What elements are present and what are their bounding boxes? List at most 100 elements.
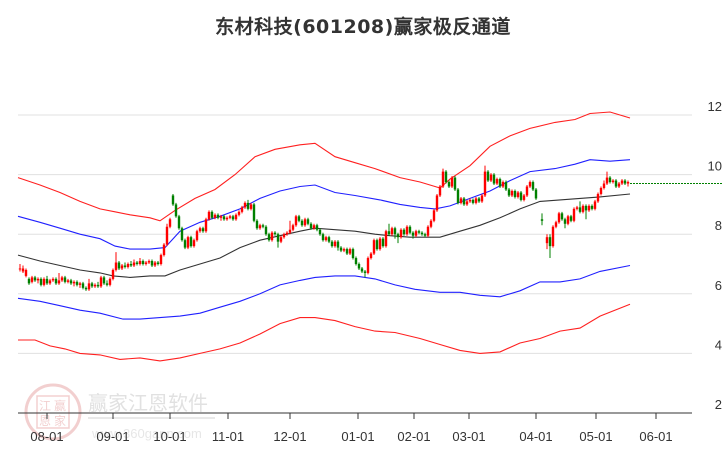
candle: [240, 207, 244, 212]
candle: [99, 277, 103, 287]
candle: [105, 283, 109, 285]
grid-lines: [18, 114, 692, 354]
candle: [117, 262, 121, 269]
candle: [147, 261, 151, 263]
candle: [321, 234, 325, 241]
candle: [120, 265, 124, 269]
candle: [153, 262, 157, 266]
candle: [525, 186, 529, 196]
candle: [177, 216, 181, 229]
x-tick-label: 08-01: [30, 429, 63, 444]
candle: [557, 213, 561, 223]
candle: [602, 183, 606, 189]
candle: [402, 229, 406, 235]
candle: [264, 226, 268, 235]
candle: [126, 264, 130, 267]
candle: [342, 249, 346, 251]
inner_upper-line: [17, 159, 631, 250]
candle: [548, 237, 552, 247]
x-tick-label: 12-01: [273, 429, 306, 444]
candle: [444, 171, 448, 183]
candle: [357, 264, 361, 269]
candle: [108, 278, 112, 285]
candle: [249, 204, 253, 209]
candle: [183, 240, 187, 248]
candle: [432, 210, 436, 221]
outer_upper-line: [17, 111, 631, 222]
candle: [501, 182, 505, 187]
x-axis: 08-01 09-01 10-01 11-01 12-01 01-01 02-01 03-01…: [18, 412, 692, 444]
candle: [168, 219, 172, 227]
candle: [471, 199, 475, 203]
candle: [252, 204, 256, 221]
candle: [420, 232, 424, 235]
candle: [378, 238, 382, 250]
candle: [578, 207, 582, 212]
candle: [426, 226, 430, 236]
outer_lower-line: [18, 303, 631, 362]
candle: [87, 283, 91, 290]
candle: [417, 231, 421, 233]
candle: [507, 189, 511, 196]
candle: [492, 174, 496, 184]
candle: [545, 237, 549, 244]
candle: [384, 231, 388, 247]
candle: [129, 264, 133, 266]
candle: [339, 247, 343, 251]
candle: [255, 220, 259, 229]
candle: [27, 278, 31, 284]
channel-bands: [17, 111, 631, 362]
candle: [171, 195, 175, 205]
candle: [222, 216, 226, 220]
y-tick-label: 6: [715, 278, 722, 293]
x-tick-label: 10-01: [153, 429, 186, 444]
candle: [336, 241, 340, 248]
candle: [510, 190, 514, 196]
candle: [231, 216, 235, 220]
candle: [345, 249, 349, 254]
candle: [294, 216, 298, 226]
candle: [42, 278, 46, 285]
candle: [162, 244, 166, 256]
candle: [96, 284, 100, 287]
candle: [192, 240, 196, 247]
candle: [309, 223, 313, 229]
candle: [480, 195, 484, 202]
candle: [486, 171, 490, 181]
candle: [560, 213, 564, 220]
candle: [111, 269, 115, 279]
candle: [270, 232, 274, 241]
candle: [393, 228, 397, 235]
middle-line: [17, 193, 631, 278]
candle: [300, 220, 304, 226]
x-tick-label: 01-01: [341, 429, 374, 444]
candle: [354, 258, 358, 264]
candle: [33, 277, 37, 281]
candle: [617, 183, 621, 187]
candle: [261, 225, 265, 227]
candle: [318, 229, 322, 235]
y-tick-label: 2: [715, 397, 722, 412]
y-tick-label: 10: [708, 159, 722, 174]
candle: [273, 232, 277, 235]
candle: [204, 219, 208, 232]
candle: [581, 205, 585, 212]
x-tick-label: 11-01: [212, 429, 244, 444]
candle: [414, 231, 418, 236]
candle: [441, 171, 445, 187]
candle: [315, 225, 319, 230]
candle: [72, 281, 76, 284]
y-tick-label: 12: [708, 99, 722, 114]
candle: [201, 228, 205, 232]
candle: [291, 225, 295, 230]
candle: [60, 277, 64, 281]
candle: [63, 277, 67, 282]
candle: [228, 216, 232, 218]
y-tick-label: 8: [715, 218, 722, 233]
candle: [438, 186, 442, 196]
candle: [66, 280, 70, 282]
candle: [69, 280, 73, 284]
candle: [408, 226, 412, 233]
candle: [554, 222, 558, 227]
candle: [540, 219, 544, 221]
